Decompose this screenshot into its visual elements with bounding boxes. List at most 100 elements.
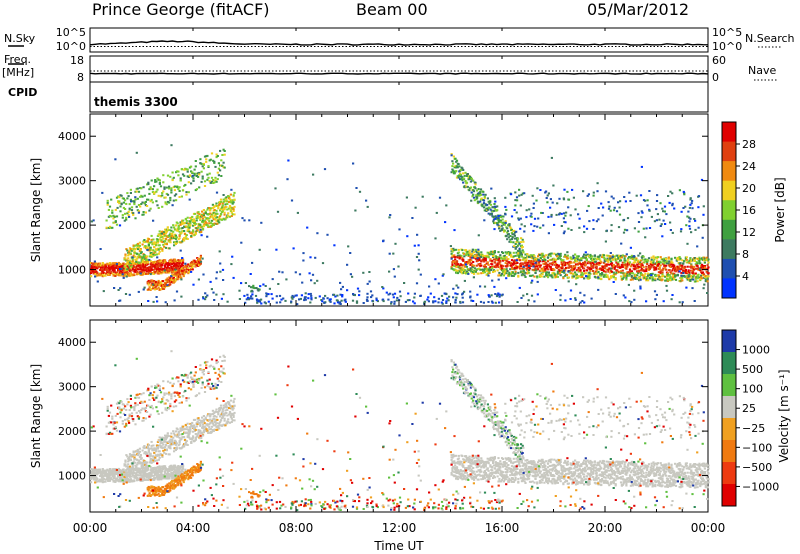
velocity-cell	[100, 474, 103, 477]
power-cell	[619, 271, 623, 274]
power-cell	[323, 301, 326, 304]
power-cell	[667, 262, 670, 265]
velocity-cell	[102, 477, 105, 480]
power-cell	[255, 287, 258, 289]
power-cell	[440, 294, 444, 297]
power-cell	[102, 271, 105, 274]
power-cell	[631, 255, 634, 258]
power-cell	[644, 258, 647, 261]
power-cell	[284, 299, 287, 302]
power-cell	[202, 296, 205, 299]
power-cell	[501, 252, 505, 254]
power-cell	[126, 268, 129, 271]
power-cell	[519, 259, 522, 262]
velocity-heatmap	[90, 350, 710, 512]
power-cell	[575, 255, 578, 258]
power-cell	[488, 253, 491, 256]
power-cell	[166, 174, 170, 177]
power-cell	[587, 273, 590, 276]
power-cell	[333, 302, 336, 305]
power-cell	[562, 232, 565, 235]
power-cell	[143, 194, 146, 197]
power-cell	[120, 267, 123, 270]
power-cell	[130, 211, 134, 214]
power-cell	[470, 299, 473, 302]
power-cell	[135, 259, 138, 262]
power-cell	[169, 260, 172, 263]
power-cell	[483, 285, 487, 288]
power-cell	[226, 203, 229, 205]
power-cell	[199, 228, 202, 231]
power-cell	[607, 270, 610, 273]
power-cell	[163, 245, 166, 248]
power-cell	[171, 171, 174, 174]
power-cell	[195, 172, 198, 175]
power-cell	[201, 177, 204, 180]
power-cell	[321, 300, 324, 303]
power-cell	[173, 228, 177, 231]
power-cell	[671, 265, 674, 268]
power-cell	[388, 252, 391, 255]
power-cell	[257, 299, 260, 302]
power-cell	[618, 206, 621, 209]
power-cell	[173, 244, 176, 247]
power-cell	[206, 294, 209, 297]
power-cell	[408, 299, 411, 302]
power-cell	[362, 302, 365, 304]
power-cell	[479, 190, 482, 193]
power-cell	[209, 212, 212, 215]
power-cell	[129, 188, 132, 191]
power-cell	[181, 261, 185, 264]
power-cell	[200, 170, 203, 173]
power-cell	[505, 235, 508, 238]
power-cell	[451, 262, 454, 265]
power-cell	[413, 244, 416, 247]
power-cell	[173, 270, 176, 273]
power-cell	[199, 262, 202, 265]
power-cell	[502, 269, 505, 272]
power-cell	[478, 267, 481, 270]
power-cell	[561, 267, 564, 270]
power-cell	[161, 192, 164, 194]
power-cell	[216, 178, 219, 181]
power-cell	[532, 254, 535, 257]
power-cell	[210, 222, 213, 225]
power-cell	[119, 210, 122, 213]
power-cell	[240, 282, 243, 285]
power-cell	[100, 268, 103, 271]
power-cell	[183, 268, 186, 271]
power-cell	[497, 217, 500, 220]
power-cell	[665, 268, 668, 271]
power-cell	[596, 190, 599, 193]
power-cell	[485, 269, 488, 272]
power-cell	[219, 202, 222, 205]
power-cell	[678, 301, 681, 304]
power-cell	[157, 194, 160, 197]
power-cell	[502, 274, 505, 277]
power-cell	[607, 207, 611, 210]
power-cell	[437, 301, 440, 304]
power-cell	[514, 272, 517, 275]
power-cell	[699, 277, 702, 280]
power-cell	[490, 294, 493, 297]
power-cell	[510, 259, 514, 262]
power-cell	[544, 191, 547, 194]
power-cell	[329, 298, 332, 301]
power-cell	[231, 255, 234, 258]
power-cell	[670, 260, 673, 263]
power-cell	[457, 256, 460, 258]
power-cell	[544, 267, 547, 270]
power-cell	[223, 208, 226, 211]
power-cell	[421, 195, 424, 198]
power-cell	[689, 198, 692, 201]
power-cell	[564, 274, 567, 277]
power-cell	[523, 225, 526, 228]
power-cell	[177, 228, 180, 230]
power-cell	[583, 231, 586, 234]
power-cell	[121, 197, 124, 200]
power-cell	[698, 260, 701, 263]
power-cell	[219, 200, 223, 203]
power-cell	[142, 259, 145, 262]
power-cell	[210, 215, 214, 218]
power-cell	[663, 262, 666, 265]
